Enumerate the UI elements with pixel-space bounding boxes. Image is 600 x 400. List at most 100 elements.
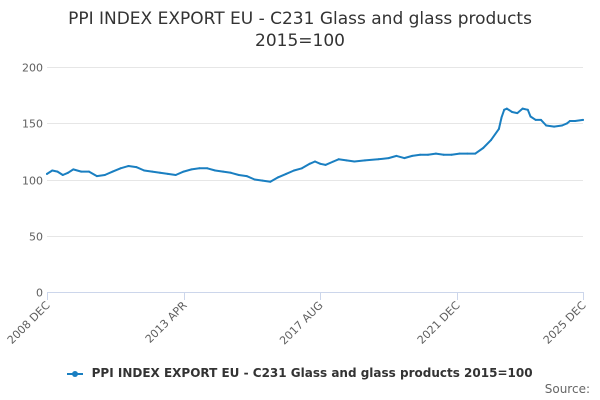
data-point: [561, 124, 563, 127]
data-point: [166, 172, 169, 175]
data-point: [300, 167, 303, 170]
data-point: [222, 170, 224, 173]
data-point: [174, 174, 177, 176]
data-point: [103, 174, 106, 176]
data-point: [427, 153, 429, 156]
data-point: [56, 170, 59, 173]
data-point: [387, 157, 390, 160]
chart-title-line-2: 2015=100: [255, 31, 345, 51]
data-point: [245, 175, 248, 178]
data-point: [497, 127, 500, 130]
data-point: [143, 169, 146, 172]
data-point: [285, 172, 288, 175]
data-point: [540, 118, 542, 121]
data-point: [314, 160, 316, 163]
chart-title-line-1: PPI INDEX EXPORT EU - C231 Glass and gla…: [68, 9, 532, 29]
data-point: [566, 122, 569, 125]
data-point: [67, 171, 69, 174]
data-point: [442, 153, 445, 156]
data-point: [403, 157, 406, 160]
data-point: [345, 159, 348, 162]
data-point: [119, 167, 122, 170]
x-tick-label-2: 2017 AUG: [277, 299, 326, 348]
legend-line-marker-icon: [67, 369, 84, 379]
data-point: [419, 153, 422, 156]
data-point: [80, 170, 83, 173]
data-point: [135, 166, 138, 169]
data-point: [324, 163, 327, 166]
series-line-0: [46, 107, 584, 183]
data-point: [474, 152, 477, 155]
data-point: [277, 176, 280, 179]
y-tick-label-200: 200: [22, 62, 43, 75]
data-point: [490, 139, 492, 142]
data-point: [521, 107, 524, 110]
data-point: [190, 168, 193, 171]
data-point: [411, 154, 414, 157]
data-point: [458, 152, 461, 155]
data-point: [261, 179, 264, 182]
data-point: [46, 172, 48, 175]
data-point: [127, 165, 130, 167]
data-point: [466, 152, 469, 155]
data-point: [72, 168, 75, 171]
data-point: [337, 158, 340, 161]
data-point: [51, 169, 54, 172]
data-point: [61, 174, 64, 176]
y-axis: 0 50 100 150 200: [22, 62, 43, 300]
data-point: [363, 159, 366, 162]
data-point: [516, 112, 519, 115]
source-label: Source:: [544, 382, 590, 396]
data-point: [582, 118, 584, 121]
data-point: [353, 160, 356, 163]
data-point: [159, 171, 161, 174]
data-point: [229, 171, 232, 174]
legend-item-label: PPI INDEX EXPORT EU - C231 Glass and gla…: [91, 366, 533, 380]
data-point: [526, 108, 529, 111]
data-point: [568, 120, 571, 122]
data-point: [395, 154, 398, 157]
data-point: [95, 175, 98, 178]
data-point: [482, 147, 485, 149]
data-point: [88, 170, 90, 173]
data-point: [293, 169, 295, 172]
y-tick-label-50: 50: [29, 231, 43, 244]
data-point: [545, 124, 548, 127]
data-point: [534, 118, 537, 121]
data-point: [511, 111, 514, 113]
data-point: [503, 108, 506, 111]
x-tick-label-3: 2021 DEC: [415, 299, 463, 347]
data-point: [553, 125, 556, 128]
data-point: [434, 152, 437, 155]
data-point: [308, 162, 311, 165]
data-point: [269, 180, 272, 183]
data-point: [450, 153, 453, 156]
data-point: [574, 120, 577, 122]
data-point: [111, 170, 114, 173]
chart-title: PPI INDEX EXPORT EU - C231 Glass and gla…: [0, 8, 600, 52]
legend[interactable]: PPI INDEX EXPORT EU - C231 Glass and gla…: [0, 366, 600, 380]
series-group: [46, 107, 584, 183]
y-tick-label-0: 0: [36, 287, 43, 300]
data-point: [332, 160, 335, 163]
data-point: [505, 107, 508, 110]
data-point: [182, 170, 185, 173]
data-point: [529, 115, 532, 118]
x-tick-label-1: 2013 APR: [143, 299, 190, 346]
data-point: [198, 167, 201, 170]
data-point: [206, 167, 209, 170]
x-tick-label-4: 2025 DEC: [541, 299, 589, 347]
data-point: [237, 174, 240, 176]
data-point: [377, 158, 380, 161]
data-point: [214, 169, 217, 172]
data-point: [253, 178, 256, 181]
data-point: [319, 162, 322, 165]
y-tick-label-150: 150: [22, 118, 43, 131]
data-point: [500, 116, 503, 119]
x-axis: 2008 DEC 2013 APR 2017 AUG 2021 DEC 2025 DEC: [5, 292, 589, 347]
y-tick-label-100: 100: [22, 175, 43, 188]
x-tick-label-0: 2008 DEC: [5, 299, 53, 347]
grid-lines: [47, 67, 583, 293]
data-point: [151, 170, 154, 173]
